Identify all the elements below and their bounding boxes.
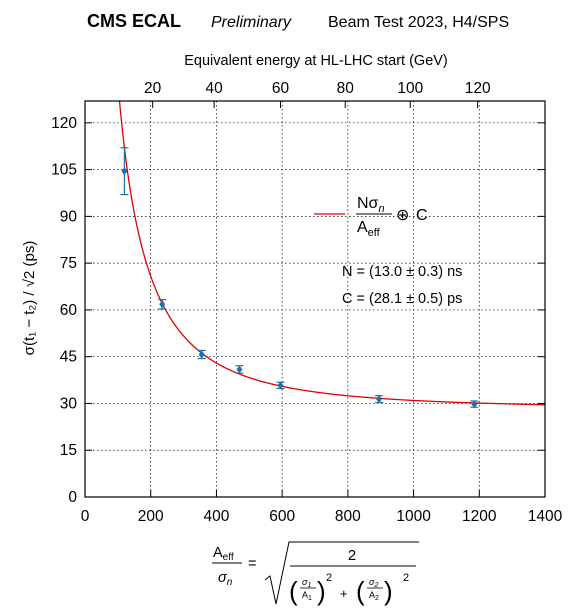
data-point bbox=[197, 349, 206, 360]
x-tick-labels: 0 200 400 600 800 1000 1200 1400 bbox=[81, 508, 563, 525]
top-tick-label: 20 bbox=[144, 80, 162, 97]
xlabel-lhs-den: σn bbox=[218, 570, 233, 588]
grid bbox=[85, 101, 545, 497]
legend-fit-denominator: Aeff bbox=[357, 219, 381, 239]
x-axis-label: Aeff σn = 2 ( σ1 A1 ) 2 + ( σ2 A2 ) 2 bbox=[212, 541, 419, 606]
plot-border bbox=[84, 100, 546, 498]
data-point bbox=[276, 381, 285, 390]
y-tick-label: 0 bbox=[68, 489, 77, 506]
fit-param-c: C = (28.1 ± 0.5) ps bbox=[342, 291, 462, 307]
legend-oplus: ⊕ bbox=[396, 207, 409, 224]
data-point bbox=[158, 299, 167, 310]
xlabel-paren-open-1: ( bbox=[289, 576, 298, 606]
top-tick-label: 80 bbox=[337, 80, 355, 97]
y-tick-label: 45 bbox=[60, 349, 77, 366]
top-tick-labels: 20 40 60 80 100 120 bbox=[144, 80, 491, 97]
status-label: Preliminary bbox=[211, 14, 292, 31]
x-tick-label: 1400 bbox=[528, 508, 563, 525]
xlabel-sigma2: σ2 bbox=[369, 577, 378, 589]
y-tick-label: 15 bbox=[60, 442, 77, 459]
xlabel-numerator: 2 bbox=[348, 547, 356, 564]
top-tick-label: 40 bbox=[206, 80, 224, 97]
point-marker bbox=[277, 381, 284, 390]
y-tick-labels: 0 15 30 45 60 75 90 105 120 bbox=[51, 115, 77, 506]
xlabel-paren-open-2: ( bbox=[356, 576, 365, 606]
plot-frame bbox=[84, 100, 546, 498]
xlabel-lhs-num: Aeff bbox=[213, 545, 234, 563]
point-marker bbox=[376, 395, 383, 404]
x-tick-label: 600 bbox=[269, 508, 295, 525]
point-marker bbox=[121, 167, 128, 176]
x-tick-label: 1000 bbox=[396, 508, 431, 525]
y-tick-label: 90 bbox=[60, 208, 78, 225]
xlabel-power-2: 2 bbox=[403, 572, 409, 584]
x-tick-label: 800 bbox=[335, 508, 361, 525]
legend-fit-numerator: Nσn bbox=[357, 195, 385, 215]
xlabel-paren-close-2: ) bbox=[384, 576, 393, 606]
y-tick-label: 60 bbox=[60, 302, 78, 319]
xlabel-equals: = bbox=[248, 556, 256, 572]
top-tick-label: 60 bbox=[272, 80, 290, 97]
fit-curve-group bbox=[118, 100, 546, 406]
xlabel-power-1: 2 bbox=[326, 572, 332, 584]
y-tick-label: 105 bbox=[51, 162, 77, 179]
fit-param-n: N = (13.0 ± 0.3) ns bbox=[342, 264, 462, 280]
experiment-label: CMS ECAL bbox=[87, 11, 181, 31]
xlabel-plus: + bbox=[340, 586, 348, 601]
svg-text:σ(t₁ − t₂) / √2 (ps): σ(t₁ − t₂) / √2 (ps) bbox=[21, 241, 38, 356]
point-marker bbox=[236, 365, 243, 374]
y-tick-label: 120 bbox=[51, 115, 77, 132]
y-axis-label: σ(t₁ − t₂) / √2 (ps) bbox=[21, 241, 38, 356]
data-point bbox=[235, 365, 244, 374]
x-tick-label: 0 bbox=[81, 508, 90, 525]
test-label: Beam Test 2023, H4/SPS bbox=[328, 14, 509, 31]
data-point bbox=[120, 147, 129, 196]
x-tick-label: 400 bbox=[203, 508, 229, 525]
point-marker bbox=[198, 350, 205, 359]
point-marker bbox=[159, 300, 166, 309]
xlabel-sqrt-sign bbox=[264, 541, 419, 605]
x-tick-label: 1200 bbox=[462, 508, 497, 525]
fit-curve bbox=[118, 100, 546, 406]
top-tick-label: 100 bbox=[397, 80, 423, 97]
top-tick-label: 120 bbox=[465, 80, 491, 97]
xlabel-a2: A2 bbox=[369, 590, 379, 602]
point-marker bbox=[471, 400, 478, 409]
xlabel-sigma1: σ1 bbox=[302, 577, 311, 589]
legend-constant: C bbox=[416, 207, 428, 224]
xlabel-paren-close-1: ) bbox=[317, 576, 326, 606]
data-points bbox=[120, 147, 479, 409]
data-point bbox=[470, 400, 479, 409]
y-tick-label: 75 bbox=[60, 255, 77, 272]
legend: Nσn Aeff ⊕ C N = (13.0 ± 0.3) ns C = (28… bbox=[314, 195, 462, 307]
xlabel-a1: A1 bbox=[302, 590, 312, 602]
x-tick-label: 200 bbox=[138, 508, 164, 525]
data-point bbox=[375, 395, 384, 404]
chart-header: CMS ECAL Preliminary Beam Test 2023, H4/… bbox=[87, 11, 509, 31]
top-axis-label: Equivalent energy at HL-LHC start (GeV) bbox=[184, 53, 448, 69]
y-tick-label: 30 bbox=[60, 395, 78, 412]
